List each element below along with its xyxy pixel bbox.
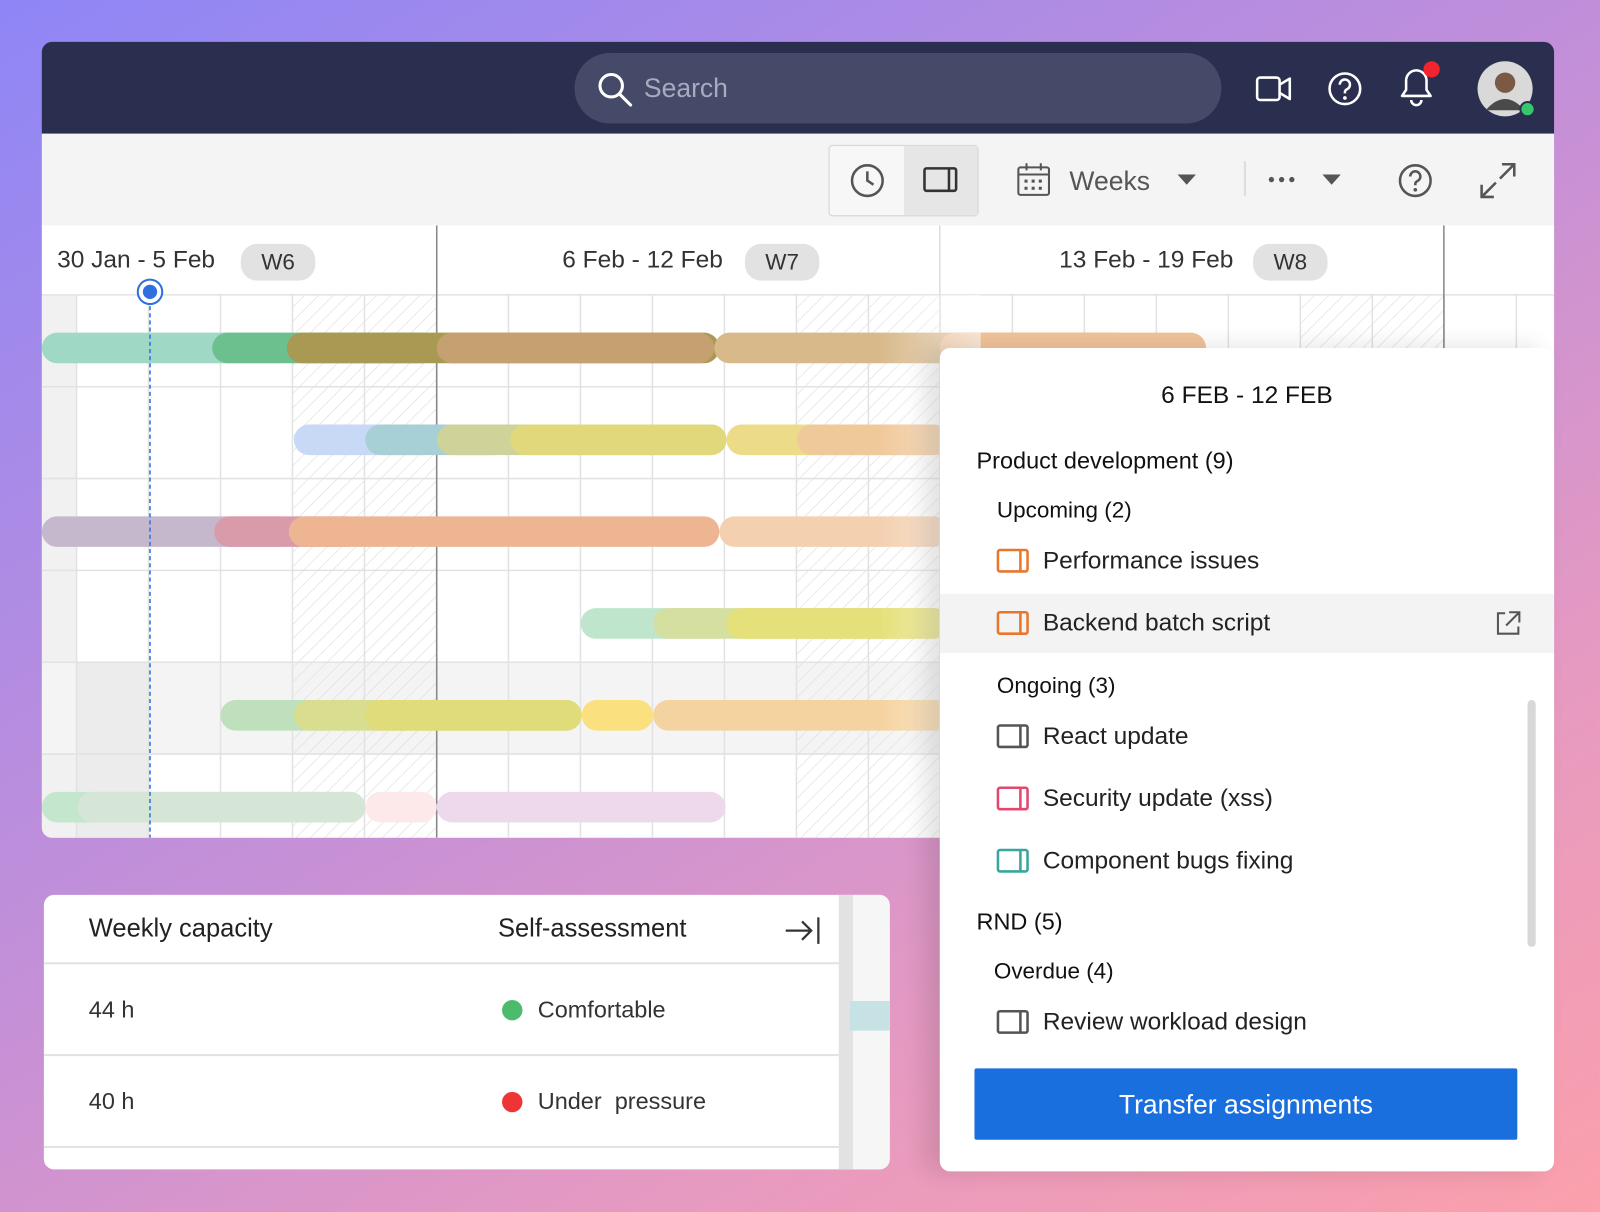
task-icon-frame <box>996 610 1029 635</box>
section-heading: Ongoing (3) <box>996 672 1116 698</box>
scrollbar <box>1527 699 1536 947</box>
table-divider <box>838 894 854 1170</box>
task-icon-frame <box>996 848 1029 873</box>
capacity-value: 44 h <box>88 995 135 1023</box>
status-dot <box>502 999 523 1021</box>
open-icon <box>1496 611 1521 635</box>
toolbar <box>41 133 1555 227</box>
search-icon <box>598 72 633 107</box>
group-heading: RND (5) <box>976 908 1063 935</box>
today-marker-dot <box>142 284 158 299</box>
task-name[interactable]: Backend batch script <box>1042 609 1271 637</box>
panel-title: 6 FEB - 12 FEB <box>1161 381 1333 410</box>
task-icon <box>996 1009 1029 1034</box>
view-selector[interactable]: Weeks <box>1069 165 1150 196</box>
collapse-button[interactable] <box>783 913 824 948</box>
task-icon-frame <box>996 548 1029 573</box>
section-heading: Overdue (4) <box>993 958 1114 984</box>
row-divider <box>43 1145 839 1148</box>
column-header: Self-assessment <box>497 914 687 943</box>
assignment-bar <box>510 424 727 456</box>
assignment-bar <box>365 699 582 731</box>
status-label: Comfortable <box>537 995 666 1023</box>
assignment-bar <box>653 699 949 731</box>
task-name[interactable]: Component bugs fixing <box>1042 846 1294 875</box>
week-details-panel: 6 FEB - 12 FEB Product development (9) Upc… <box>939 347 1555 1172</box>
assignment-bar <box>288 516 720 547</box>
view-toggle-active <box>904 145 978 216</box>
week-range: 30 Jan - 5 Feb <box>57 245 216 274</box>
user-avatar[interactable] <box>1475 59 1538 122</box>
assignment-bar <box>77 791 366 823</box>
task-icon <box>996 848 1029 873</box>
task-icon <box>996 786 1029 811</box>
more-menu[interactable] <box>1265 169 1347 189</box>
task-row-hover <box>939 593 1555 654</box>
capacity-value: 40 h <box>88 1087 135 1115</box>
week-range: 13 Feb - 19 Feb <box>1059 245 1234 274</box>
task-name[interactable]: React update <box>1042 722 1189 750</box>
week-number: W6 <box>240 243 316 281</box>
task-icon-frame <box>996 724 1029 749</box>
assignment-bar <box>436 332 715 364</box>
toolbar-separator <box>1243 161 1246 196</box>
view-dropdown-caret[interactable] <box>1176 171 1200 187</box>
task-name[interactable]: Review workload design <box>1042 1008 1307 1036</box>
help-button[interactable] <box>1324 68 1365 109</box>
table-overflow <box>853 894 890 1170</box>
row-divider <box>43 1054 839 1057</box>
column-header: Weekly capacity <box>88 914 273 943</box>
header-divider <box>43 962 839 965</box>
toolbar-help-button[interactable] <box>1396 160 1437 201</box>
overflow-bar <box>849 1001 890 1031</box>
task-icon <box>996 548 1029 573</box>
section-heading: Upcoming (2) <box>996 496 1132 523</box>
week-number: W7 <box>744 243 820 281</box>
fullscreen-button[interactable] <box>1478 160 1519 201</box>
assignment-bar <box>365 791 437 823</box>
time-view-button[interactable] <box>849 162 886 199</box>
transfer-button[interactable]: Transfer assignments <box>974 1068 1518 1140</box>
task-icon-frame <box>996 1009 1029 1034</box>
week-number: W8 <box>1253 243 1328 281</box>
first-column <box>41 294 77 838</box>
task-name[interactable]: Security update (xss) <box>1042 784 1273 813</box>
search-placeholder: Search <box>643 72 728 104</box>
panel-view-button[interactable] <box>922 166 959 195</box>
task-name[interactable]: Performance issues <box>1042 546 1260 575</box>
assignment-bar <box>436 791 726 823</box>
search-field[interactable]: Search <box>574 53 1222 124</box>
status-label: Under pressure <box>537 1087 707 1115</box>
capacity-table: Weekly capacity Self-assessment 44 h Comfor… <box>43 894 890 1170</box>
task-icon-frame <box>996 786 1029 811</box>
week-range: 6 Feb - 12 Feb <box>562 245 723 274</box>
task-icon <box>996 610 1029 635</box>
video-button[interactable] <box>1253 69 1294 110</box>
notifications-button[interactable] <box>1394 59 1445 110</box>
open-task-button[interactable] <box>1493 608 1524 639</box>
assignment-bar <box>581 699 654 731</box>
calendar-icon <box>1017 163 1050 196</box>
group-heading: Product development (9) <box>976 446 1234 474</box>
view-toggle <box>828 144 979 217</box>
task-icon <box>996 724 1029 749</box>
status-dot <box>502 1091 523 1113</box>
